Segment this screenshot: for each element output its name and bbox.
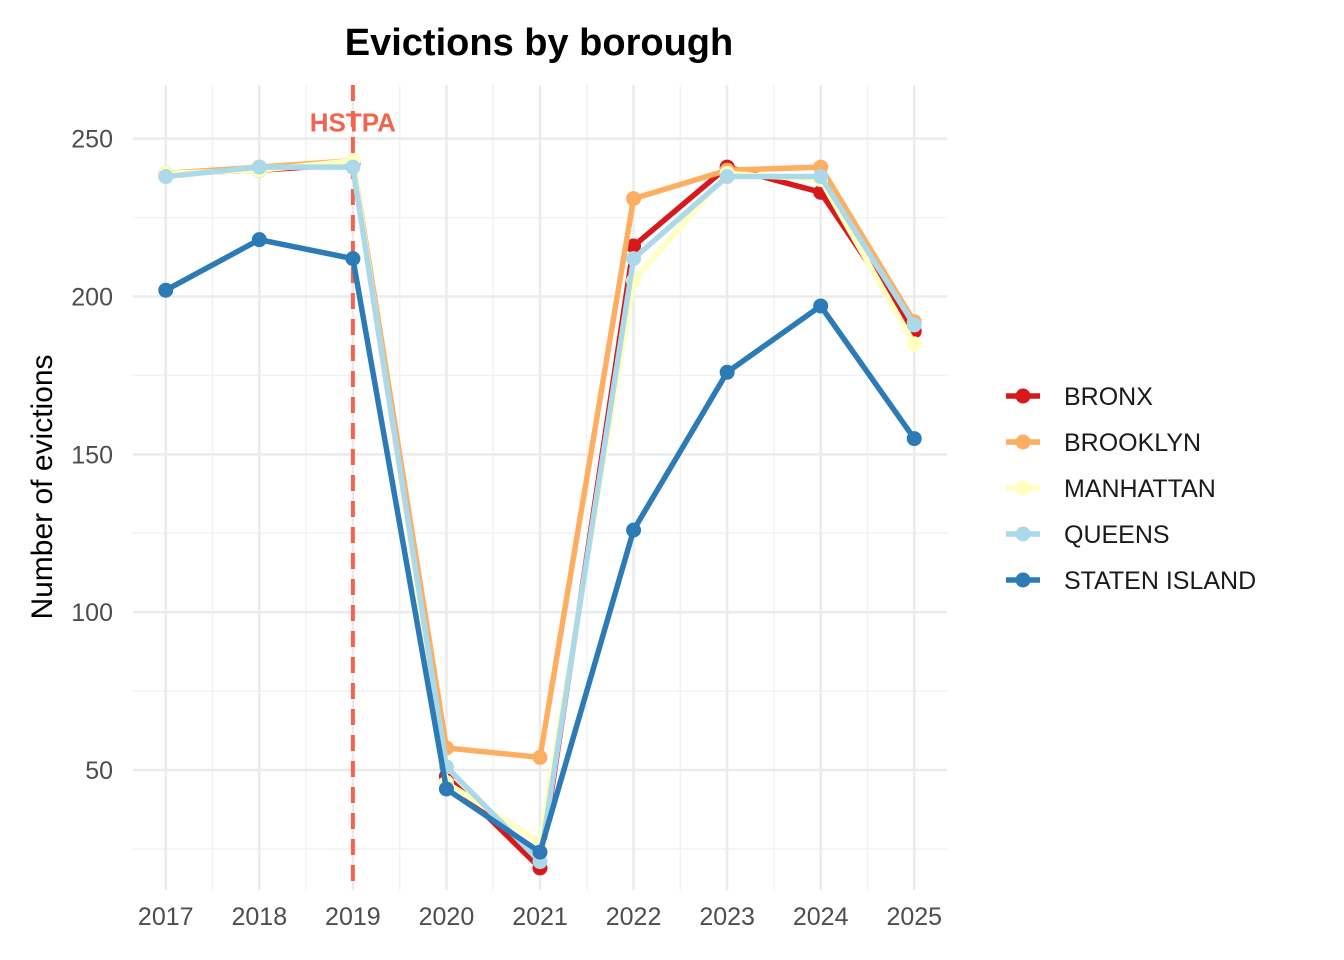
data-point <box>158 282 174 298</box>
legend-key-point <box>1015 388 1031 404</box>
data-point <box>906 336 922 352</box>
legend-item: QUEENS <box>1006 521 1170 549</box>
y-axis-tick-labels: 50 100 150 200 250 <box>71 126 113 785</box>
y-tick-label: 250 <box>71 126 113 154</box>
data-point <box>719 364 735 380</box>
data-point <box>626 191 642 207</box>
data-point <box>626 238 642 254</box>
legend-key-point <box>1015 480 1031 496</box>
legend-key-point <box>1015 572 1031 588</box>
data-point <box>345 251 361 267</box>
legend-item: BRONX <box>1006 383 1153 411</box>
legend-label: STATEN ISLAND <box>1064 567 1256 595</box>
legend-label: QUEENS <box>1064 521 1170 549</box>
chart-title: Evictions by borough <box>345 22 733 64</box>
annotation-label: HSTPA <box>310 108 396 138</box>
x-tick-label: 2020 <box>419 903 475 931</box>
data-point <box>438 781 454 797</box>
legend-item: BROOKLYN <box>1006 429 1201 457</box>
x-axis-tick-labels: 2017 2018 2019 2020 2021 2022 2023 2024 2025 <box>138 903 942 931</box>
data-point <box>813 169 829 185</box>
data-point <box>532 844 548 860</box>
data-point <box>813 298 829 314</box>
series-queens <box>158 159 922 870</box>
series-layer <box>158 153 922 876</box>
y-tick-label: 100 <box>71 599 113 627</box>
data-point <box>532 749 548 765</box>
y-tick-label: 50 <box>85 757 113 785</box>
annotation-layer: HSTPA <box>310 85 396 890</box>
legend-label: BROOKLYN <box>1064 429 1201 457</box>
legend-label: BRONX <box>1064 383 1153 411</box>
legend-label: MANHATTAN <box>1064 475 1216 503</box>
y-tick-label: 200 <box>71 284 113 312</box>
data-point <box>251 232 267 248</box>
legend-item: STATEN ISLAND <box>1006 567 1256 595</box>
x-tick-label: 2017 <box>138 903 194 931</box>
legend-item: MANHATTAN <box>1006 475 1216 503</box>
legend-key-point <box>1015 434 1031 450</box>
data-point <box>251 159 267 175</box>
x-tick-label: 2022 <box>606 903 662 931</box>
x-tick-label: 2019 <box>325 903 381 931</box>
grid <box>133 85 947 890</box>
x-tick-label: 2025 <box>886 903 942 931</box>
data-point <box>626 522 642 538</box>
data-point <box>906 317 922 333</box>
legend-key-point <box>1015 526 1031 542</box>
y-tick-label: 150 <box>71 441 113 469</box>
x-tick-label: 2024 <box>793 903 849 931</box>
series-staten-island <box>158 232 922 860</box>
x-tick-label: 2018 <box>231 903 287 931</box>
x-tick-label: 2023 <box>699 903 755 931</box>
data-point <box>906 431 922 447</box>
data-point <box>719 169 735 185</box>
legend: BRONX BROOKLYN MANHATTAN QUEENS STATEN ISLAN… <box>1006 383 1256 595</box>
data-point <box>345 159 361 175</box>
data-point <box>158 169 174 185</box>
y-axis-title: Number of evictions <box>26 354 59 619</box>
x-tick-label: 2021 <box>512 903 568 931</box>
data-point <box>626 251 642 267</box>
